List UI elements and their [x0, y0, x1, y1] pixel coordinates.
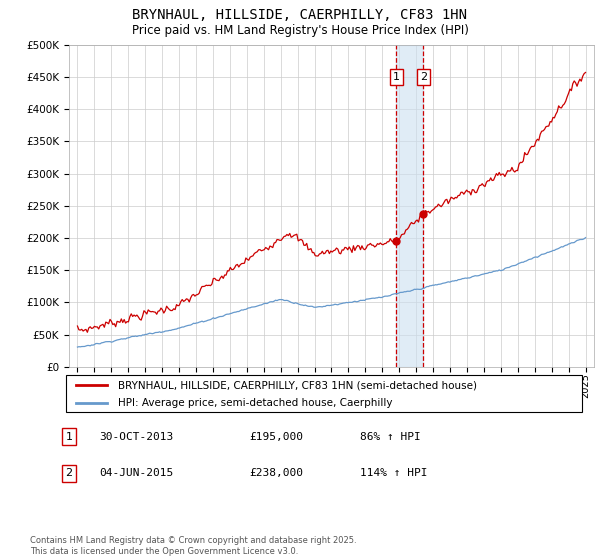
Text: 1: 1 [65, 432, 73, 442]
Bar [397, 45, 423, 367]
Text: £195,000: £195,000 [249, 432, 303, 442]
Text: 1: 1 [393, 72, 400, 82]
FancyBboxPatch shape [66, 375, 582, 412]
Text: 86% ↑ HPI: 86% ↑ HPI [360, 432, 421, 442]
Text: £238,000: £238,000 [249, 468, 303, 478]
Text: 30-OCT-2013: 30-OCT-2013 [99, 432, 173, 442]
Text: BRYNHAUL, HILLSIDE, CAERPHILLY, CF83 1HN (semi-detached house): BRYNHAUL, HILLSIDE, CAERPHILLY, CF83 1HN… [118, 380, 476, 390]
Text: Price paid vs. HM Land Registry's House Price Index (HPI): Price paid vs. HM Land Registry's House … [131, 24, 469, 36]
Text: 114% ↑ HPI: 114% ↑ HPI [360, 468, 427, 478]
Text: BRYNHAUL, HILLSIDE, CAERPHILLY, CF83 1HN: BRYNHAUL, HILLSIDE, CAERPHILLY, CF83 1HN [133, 8, 467, 22]
Text: 2: 2 [420, 72, 427, 82]
Text: Contains HM Land Registry data © Crown copyright and database right 2025.
This d: Contains HM Land Registry data © Crown c… [30, 536, 356, 556]
Text: 2: 2 [65, 468, 73, 478]
Text: HPI: Average price, semi-detached house, Caerphilly: HPI: Average price, semi-detached house,… [118, 398, 392, 408]
Text: 04-JUN-2015: 04-JUN-2015 [99, 468, 173, 478]
